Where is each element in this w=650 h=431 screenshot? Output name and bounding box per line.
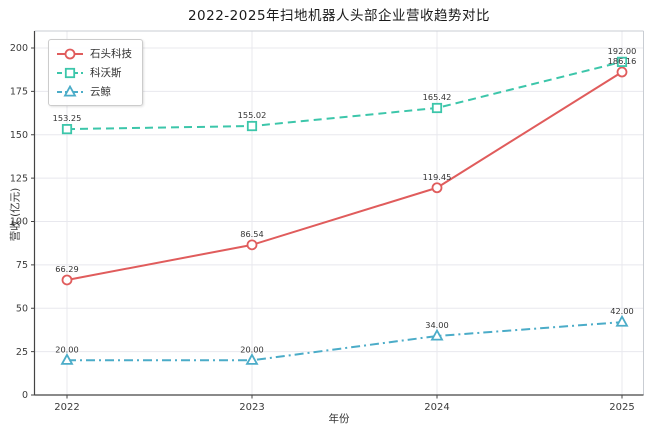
data-point-circle (246, 239, 258, 251)
series-2 (60, 314, 629, 365)
data-point-triangle (615, 314, 629, 327)
series-line-2 (67, 321, 623, 362)
value-label: 42.00 (610, 306, 633, 316)
chart-legend: 石头科技 科沃斯 云鲸 (48, 39, 143, 106)
y-tick-label: 200 (10, 43, 28, 54)
series-line-1 (66, 60, 623, 131)
value-label: 20.00 (240, 344, 263, 354)
y-tick-label: 125 (10, 173, 28, 184)
x-axis-label: 年份 (328, 413, 350, 425)
x-tick-label: 2022 (54, 402, 79, 413)
data-point-square (431, 102, 443, 114)
y-tick-label: 150 (10, 130, 28, 141)
data-point-square (246, 120, 258, 132)
legend-item-1: 科沃斯 (56, 64, 132, 81)
series-1 (61, 56, 628, 135)
data-point-triangle (430, 328, 444, 341)
data-point-circle (61, 274, 73, 286)
data-point-triangle (63, 84, 77, 96)
data-point-triangle (60, 353, 74, 365)
series-line-0 (66, 71, 623, 281)
value-label: 86.54 (240, 229, 263, 239)
value-label: 119.45 (423, 172, 452, 182)
value-label: 186.16 (608, 56, 637, 66)
data-point-square (64, 67, 76, 78)
data-point-square (61, 124, 73, 135)
data-point-circle (616, 66, 628, 78)
data-point-circle (431, 182, 443, 194)
y-axis-label: 营收 (亿元) (9, 187, 22, 242)
x-tick-label: 2023 (239, 402, 264, 413)
value-label: 192.00 (608, 46, 637, 56)
value-label: 155.02 (238, 110, 267, 120)
legend-marker-circle-icon (57, 48, 83, 59)
value-label: 34.00 (425, 320, 448, 330)
y-tick-label: 100 (10, 217, 28, 228)
value-label: 20.00 (55, 344, 78, 354)
data-point-triangle (245, 353, 259, 365)
y-tick-label: 75 (16, 260, 28, 271)
data-point-square (616, 56, 628, 67)
y-tick-label: 0 (22, 390, 28, 401)
legend-label: 云鲸 (90, 86, 111, 98)
legend-item-2: 云鲸 (56, 83, 132, 100)
x-tick-label: 2025 (609, 402, 634, 413)
legend-label: 科沃斯 (90, 67, 122, 79)
value-label: 153.25 (53, 113, 82, 123)
x-tick-label: 2024 (424, 402, 449, 413)
legend-item-0: 石头科技 (56, 45, 132, 62)
legend-marker-square-icon (57, 67, 83, 78)
legend-marker-triangle-icon (57, 84, 83, 96)
legend-label: 石头科技 (90, 48, 132, 60)
y-tick-label: 175 (10, 87, 28, 98)
y-tick-label: 50 (16, 303, 28, 314)
data-point-circle (64, 48, 76, 59)
chart-title: 2022-2025年扫地机器人头部企业营收趋势对比 (187, 8, 491, 24)
series-0 (61, 66, 628, 286)
value-label: 165.42 (423, 92, 452, 102)
y-tick-label: 25 (16, 347, 28, 358)
value-label: 66.29 (55, 264, 78, 274)
